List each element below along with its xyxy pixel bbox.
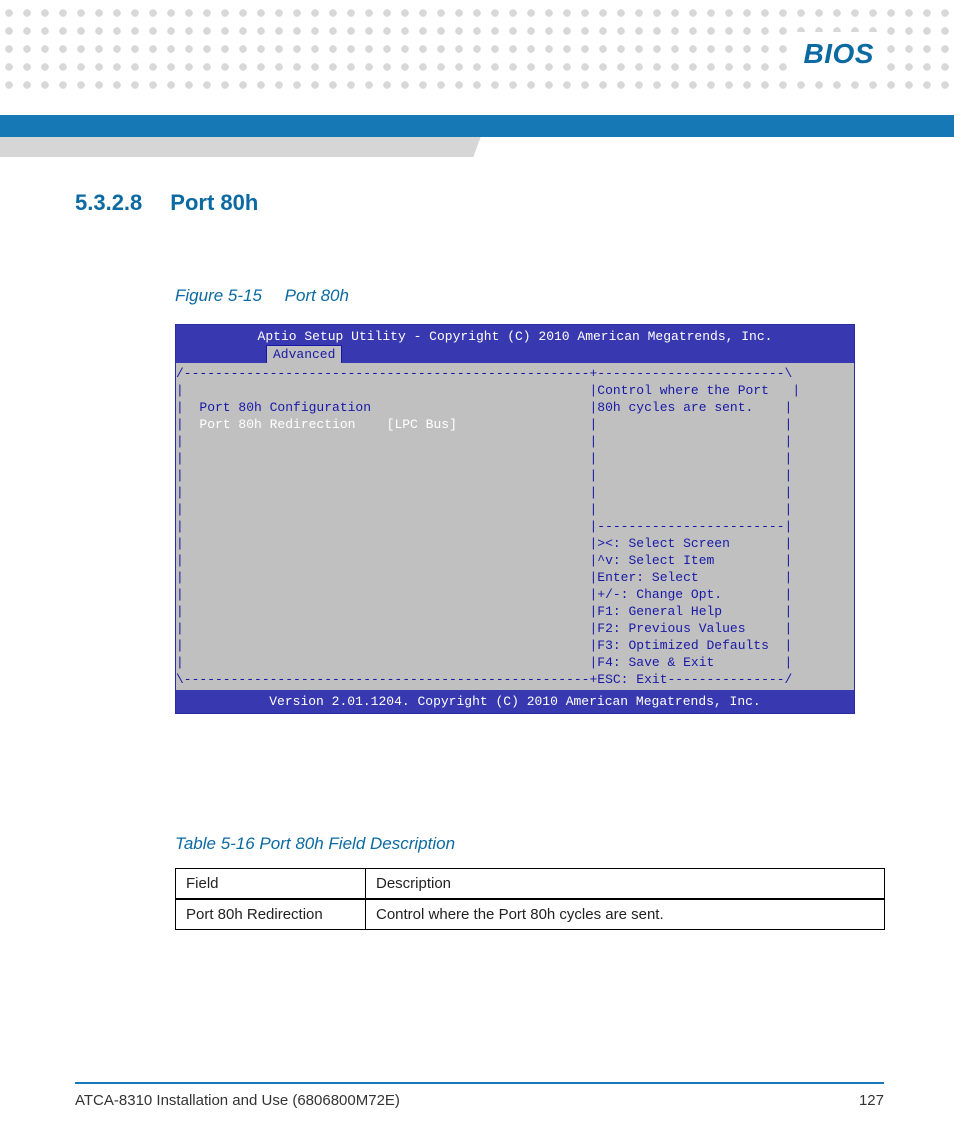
bios-body: /---------------------------------------… — [176, 363, 854, 690]
table-header-row: Field Description — [176, 869, 885, 900]
bios-screenshot: Aptio Setup Utility - Copyright (C) 2010… — [175, 324, 855, 714]
bios-key-f4: F4: Save & Exit — [597, 655, 714, 670]
bios-key-f1: F1: General Help — [597, 604, 722, 619]
figure-number: Figure 5-15 — [175, 286, 262, 305]
header-gray-wedge — [0, 137, 954, 157]
table-caption: Table 5-16 Port 80h Field Description — [175, 834, 884, 854]
bios-help-line-2: 80h cycles are sent. — [597, 400, 753, 415]
section-title: Port 80h — [170, 190, 258, 216]
bios-option-value: [LPC Bus] — [387, 417, 457, 432]
table-cell-field: Port 80h Redirection — [176, 899, 366, 930]
table-head-field: Field — [176, 869, 366, 900]
figure-caption: Figure 5-15 Port 80h — [175, 286, 884, 306]
table-row: Port 80h Redirection Control where the P… — [176, 899, 885, 930]
bios-key-select-screen: ><: Select Screen — [597, 536, 730, 551]
bios-key-change: +/-: Change Opt. — [597, 587, 722, 602]
header-blue-bar — [0, 115, 954, 137]
section-number: 5.3.2.8 — [75, 190, 142, 216]
bios-key-f3: F3: Optimized Defaults — [597, 638, 769, 653]
bios-option-label: Port 80h Redirection — [199, 417, 355, 432]
bios-config-title: Port 80h Configuration — [199, 400, 371, 415]
figure-title: Port 80h — [285, 286, 349, 305]
bios-header: Aptio Setup Utility - Copyright (C) 2010… — [176, 325, 854, 345]
bios-footer: Version 2.01.1204. Copyright (C) 2010 Am… — [176, 690, 854, 713]
bios-key-select-item: ^v: Select Item — [597, 553, 714, 568]
chapter-title: BIOS — [794, 32, 884, 76]
bios-key-enter: Enter: Select — [597, 570, 698, 585]
bios-key-f2: F2: Previous Values — [597, 621, 745, 636]
page-footer: ATCA-8310 Installation and Use (6806800M… — [75, 1082, 884, 1109]
footer-doc-title: ATCA-8310 Installation and Use (6806800M… — [75, 1092, 400, 1109]
field-description-table: Field Description Port 80h Redirection C… — [175, 868, 885, 930]
bios-tab-row: Advanced — [176, 345, 854, 363]
bios-help-line-1: Control where the Port — [597, 383, 769, 398]
bios-tab-advanced: Advanced — [266, 345, 342, 363]
bios-key-esc: ESC: Exit — [597, 672, 667, 687]
table-cell-description: Control where the Port 80h cycles are se… — [366, 899, 885, 930]
section-heading: 5.3.2.8 Port 80h — [75, 190, 884, 216]
footer-page-number: 127 — [859, 1092, 884, 1109]
table-head-description: Description — [366, 869, 885, 900]
